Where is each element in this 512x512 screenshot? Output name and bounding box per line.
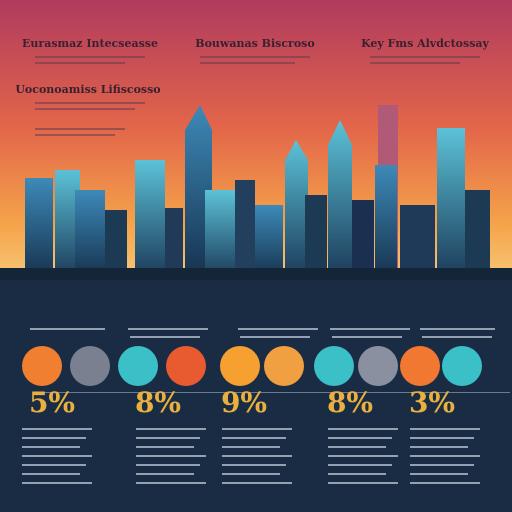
text-line xyxy=(222,464,286,466)
text-line xyxy=(136,428,206,430)
header-lines xyxy=(35,56,480,136)
text-line xyxy=(328,446,386,448)
subtitle: Uoconoamiss Lifiscosso xyxy=(15,83,160,96)
column-heading: Eurasmaz Intecseasse xyxy=(22,37,158,50)
text-line xyxy=(22,428,92,430)
text-line xyxy=(410,446,468,448)
text-line xyxy=(410,482,480,484)
text-line xyxy=(410,455,480,457)
text-line xyxy=(328,473,386,475)
stat-lines xyxy=(22,428,480,484)
text-line xyxy=(410,464,474,466)
text-line xyxy=(222,455,292,457)
text-line xyxy=(328,455,398,457)
text-line xyxy=(410,473,468,475)
icons xyxy=(22,346,482,386)
stat-value: 5% xyxy=(29,386,75,419)
text-line xyxy=(222,437,286,439)
text-line xyxy=(410,437,474,439)
text-line xyxy=(222,482,292,484)
stat-value: 3% xyxy=(409,386,455,419)
text-line xyxy=(22,446,80,448)
text-line xyxy=(22,464,86,466)
text-line xyxy=(136,482,206,484)
text-line xyxy=(222,428,292,430)
text-line xyxy=(136,464,200,466)
text-line xyxy=(136,473,194,475)
text-line xyxy=(22,473,80,475)
stat-value: 8% xyxy=(135,386,181,419)
divider xyxy=(40,392,510,393)
text-line xyxy=(328,428,398,430)
text-line xyxy=(136,446,194,448)
text-line xyxy=(136,455,206,457)
text-line xyxy=(22,482,92,484)
text-line xyxy=(22,455,92,457)
text-line xyxy=(222,473,280,475)
text-line xyxy=(136,437,200,439)
text-line xyxy=(222,446,280,448)
column-heading: Key Fms Alvdctossay xyxy=(361,37,489,50)
stat-value: 8% xyxy=(327,386,373,419)
text-line xyxy=(328,464,392,466)
text-line xyxy=(328,482,398,484)
panel-lines xyxy=(30,328,495,338)
skyline xyxy=(0,105,512,280)
stat-value: 9% xyxy=(221,386,267,419)
column-heading: Bouwanas Biscroso xyxy=(195,37,314,50)
text-line xyxy=(410,428,480,430)
text-line xyxy=(22,437,86,439)
text-line xyxy=(328,437,392,439)
